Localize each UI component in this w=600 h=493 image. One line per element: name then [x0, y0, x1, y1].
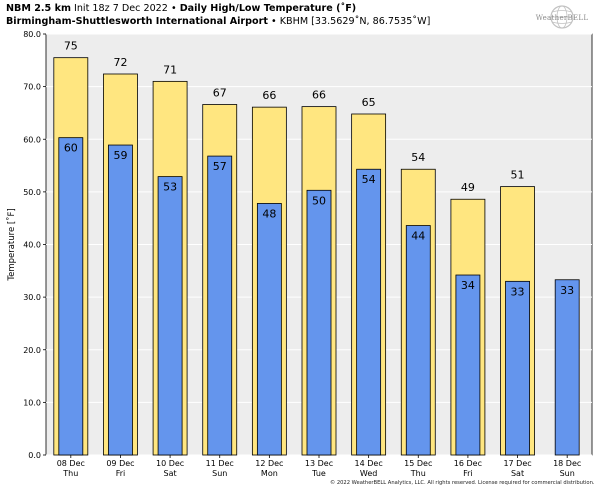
- x-tick-date: 12 Dec: [255, 459, 283, 468]
- low-temp-bar: [405, 225, 431, 456]
- station-detail: KBHM [33.5629˚N, 86.7535˚W]: [279, 16, 431, 27]
- low-temp-bar: [455, 274, 481, 456]
- y-tick-label: 60.0: [23, 135, 41, 144]
- model-name: NBM 2.5 km: [6, 3, 71, 14]
- high-temp-label: 72: [113, 56, 127, 69]
- low-temp-label: 54: [362, 173, 376, 186]
- x-tick-day: Sun: [212, 469, 227, 478]
- x-tick-day: Tue: [311, 469, 326, 478]
- x-tick-day: Wed: [360, 469, 377, 478]
- low-temp-bar: [157, 176, 183, 456]
- low-temp-label: 60: [64, 142, 78, 155]
- y-tick-label: 0.0: [28, 451, 41, 460]
- low-temp-bar: [554, 279, 580, 456]
- x-tick-day: Mon: [261, 469, 278, 478]
- high-temp-label: 49: [461, 181, 475, 194]
- low-temp-label: 59: [113, 149, 127, 162]
- y-tick-label: 20.0: [23, 346, 41, 355]
- y-axis-ticks: 0.0 10.0 20.0 30.0 40.0 50.0 60.0 70.0 80.0: [23, 30, 46, 460]
- low-temp-label: 44: [411, 230, 425, 243]
- x-tick-date: 17 Dec: [503, 459, 531, 468]
- x-tick-date: 11 Dec: [206, 459, 234, 468]
- init-time: Init 18z 7 Dec 2022: [74, 3, 168, 14]
- title-separator: •: [170, 3, 177, 14]
- low-temp-label: 33: [511, 285, 525, 298]
- low-temp-bar: [356, 168, 382, 456]
- station-line: Birmingham-Shuttlesworth International A…: [6, 16, 430, 27]
- low-temp-bar: [505, 280, 530, 456]
- low-temp-label: 53: [163, 181, 177, 194]
- low-temp-bar: [256, 203, 282, 456]
- high-temp-label: 51: [511, 169, 525, 182]
- high-temp-label: 75: [64, 40, 78, 53]
- copyright-notice: © 2022 WeatherBELL Analytics, LLC. All r…: [330, 480, 595, 486]
- high-temp-label: 66: [312, 89, 326, 102]
- low-temp-bar: [108, 144, 133, 456]
- product-name: Daily High/Low Temperature (˚F): [179, 3, 357, 14]
- x-tick-day: Sat: [164, 469, 177, 478]
- x-tick-day: Thu: [62, 469, 78, 478]
- x-tick-date: 08 Dec: [57, 459, 85, 468]
- high-temp-label: 66: [262, 89, 276, 102]
- low-temp-label: 48: [262, 207, 276, 220]
- low-temp-bar: [58, 137, 84, 456]
- high-temp-label: 71: [163, 63, 177, 76]
- y-tick-label: 50.0: [23, 188, 41, 197]
- x-tick-day: Fri: [116, 469, 126, 478]
- low-temp-label: 34: [461, 279, 475, 292]
- x-tick-date: 13 Dec: [305, 459, 333, 468]
- x-tick-date: 16 Dec: [454, 459, 482, 468]
- x-tick-day: Sun: [560, 469, 575, 478]
- low-temp-bar: [306, 189, 332, 456]
- low-temp-label: 50: [312, 194, 326, 207]
- bars: 75 60 72 59 71 53 67 57 66 48 66 50 65 54 54 44 49 34 51 33…: [53, 40, 580, 456]
- y-tick-label: 10.0: [23, 398, 41, 407]
- high-temp-label: 67: [213, 87, 227, 100]
- low-temp-label: 57: [213, 160, 227, 173]
- y-axis-title: Temperature [˚F]: [6, 208, 17, 281]
- logo-text: WeatherBELL: [536, 14, 589, 22]
- x-tick-date: 10 Dec: [156, 459, 184, 468]
- x-tick-day: Thu: [410, 469, 426, 478]
- x-tick-day: Fri: [463, 469, 473, 478]
- x-tick-date: 09 Dec: [106, 459, 134, 468]
- station-name: Birmingham-Shuttlesworth International A…: [6, 16, 268, 27]
- y-tick-label: 70.0: [23, 83, 41, 92]
- x-tick-date: 14 Dec: [355, 459, 383, 468]
- chart-title-line: NBM 2.5 km Init 18z 7 Dec 2022 • Daily H…: [6, 3, 356, 14]
- high-temp-label: 54: [411, 151, 425, 164]
- low-temp-bar: [207, 155, 233, 456]
- y-tick-label: 30.0: [23, 293, 41, 302]
- y-tick-label: 40.0: [23, 241, 41, 250]
- high-temp-label: 65: [362, 96, 376, 109]
- x-tick-date: 18 Dec: [553, 459, 581, 468]
- station-separator: •: [271, 16, 277, 27]
- x-tick-day: Sat: [511, 469, 524, 478]
- weatherbell-logo-icon: WeatherBELL: [536, 5, 589, 29]
- x-tick-date: 15 Dec: [404, 459, 432, 468]
- y-tick-label: 80.0: [23, 30, 41, 39]
- low-temp-label: 33: [560, 284, 574, 297]
